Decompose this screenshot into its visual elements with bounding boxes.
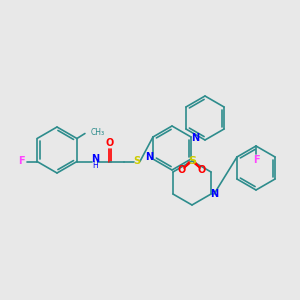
Text: S: S	[188, 156, 196, 166]
Text: F: F	[18, 157, 24, 166]
Text: N: N	[191, 133, 199, 143]
Text: N: N	[145, 152, 153, 162]
Text: O: O	[198, 165, 206, 175]
Text: N: N	[91, 154, 99, 164]
Text: F: F	[253, 155, 259, 165]
Text: S: S	[134, 157, 140, 166]
Text: O: O	[106, 137, 114, 148]
Text: O: O	[178, 165, 186, 175]
Text: CH₃: CH₃	[91, 128, 105, 137]
Text: N: N	[210, 189, 218, 199]
Text: H: H	[92, 161, 98, 170]
